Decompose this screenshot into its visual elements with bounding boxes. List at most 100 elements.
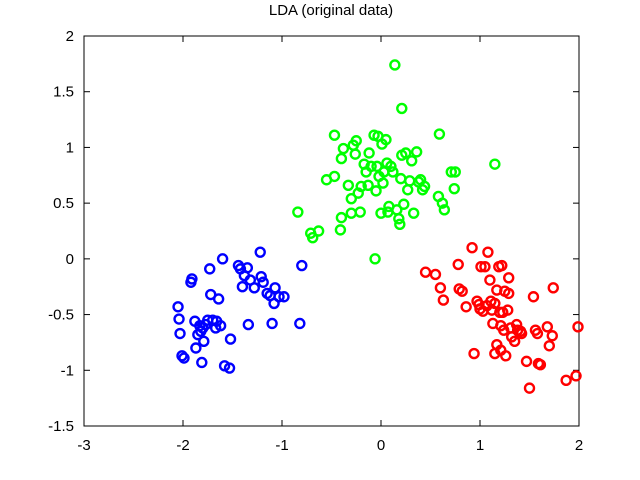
data-point (254, 246, 266, 258)
data-point (186, 273, 198, 285)
data-point (296, 259, 308, 272)
data-point (405, 155, 418, 167)
data-point (242, 318, 255, 331)
data-point (410, 146, 423, 158)
data-point (294, 317, 306, 330)
data-point (500, 350, 512, 362)
y-tick-label: 1.5 (53, 84, 74, 101)
data-point (198, 335, 210, 348)
data-point (236, 281, 249, 293)
data-point (389, 59, 401, 71)
data-point (335, 152, 348, 165)
data-point (278, 291, 290, 303)
data-point (212, 293, 225, 305)
data-point (523, 382, 536, 394)
data-point (196, 356, 208, 369)
data-point (178, 352, 190, 364)
data-point (342, 179, 355, 192)
data-point (496, 259, 508, 272)
data-point (503, 287, 515, 300)
data-point (402, 184, 414, 196)
x-axis: -3 -2 -1 0 1 2 (77, 36, 583, 454)
data-point (419, 266, 432, 278)
data-point (266, 317, 278, 330)
data-point (482, 246, 494, 258)
data-point (407, 207, 420, 219)
data-point (452, 258, 464, 271)
data-point (404, 175, 416, 187)
y-tick-label: -1.5 (48, 418, 74, 435)
data-point (354, 206, 366, 218)
data-point (489, 297, 501, 310)
data-point (371, 160, 383, 173)
data-point (543, 340, 555, 352)
data-point (570, 370, 582, 382)
data-point (449, 166, 461, 178)
data-point (337, 142, 350, 155)
data-point (375, 207, 387, 219)
data-point (456, 285, 468, 297)
data-point (433, 128, 446, 140)
data-point (190, 342, 202, 354)
data-point (292, 206, 304, 218)
data-point (345, 192, 357, 205)
data-points (172, 59, 584, 394)
data-point (515, 327, 528, 340)
data-point (176, 350, 188, 362)
y-tick-label: 2 (66, 28, 74, 45)
data-point (241, 262, 254, 274)
data-point (546, 330, 558, 342)
data-point (269, 282, 281, 294)
data-point (468, 347, 480, 360)
data-point (335, 211, 348, 224)
data-point (224, 333, 237, 345)
y-tick-label: 0 (66, 251, 74, 268)
data-point (328, 129, 341, 141)
data-point (531, 327, 544, 340)
data-point (377, 177, 389, 189)
data-point (248, 282, 260, 294)
data-point (380, 133, 392, 146)
data-point (547, 282, 559, 294)
data-point (400, 147, 412, 159)
data-point (466, 242, 478, 254)
plot-frame (83, 35, 580, 427)
data-point (418, 180, 431, 193)
y-axis: -1.5 -1 -0.5 0 0.5 1 1.5 2 (48, 28, 579, 435)
y-tick-label: -1 (61, 362, 74, 379)
data-point (489, 158, 501, 170)
data-point (369, 253, 381, 265)
x-tick-label: 1 (476, 437, 484, 454)
data-point (334, 224, 347, 236)
data-point (223, 362, 236, 374)
data-point (460, 301, 472, 313)
data-point (273, 291, 285, 303)
y-tick-label: 0.5 (53, 195, 74, 212)
data-point (255, 270, 267, 283)
data-point (429, 268, 442, 281)
data-point (363, 147, 375, 159)
data-point (502, 304, 514, 316)
data-point (349, 148, 361, 160)
data-point (434, 282, 447, 294)
x-tick-label: -3 (77, 437, 90, 454)
data-point (365, 160, 377, 173)
x-tick-label: -2 (176, 437, 189, 454)
data-point (398, 198, 410, 210)
data-point (572, 321, 584, 333)
data-point (445, 166, 457, 178)
data-point (385, 160, 397, 173)
data-point (362, 179, 374, 192)
data-point (436, 197, 449, 209)
x-tick-label: 2 (575, 437, 583, 454)
data-point (216, 253, 229, 265)
data-point (312, 225, 325, 237)
data-point (172, 301, 184, 313)
x-tick-label: -1 (275, 437, 288, 454)
data-point (394, 218, 406, 231)
chart-title: LDA (original data) (269, 2, 393, 19)
data-point (437, 294, 450, 306)
y-tick-label: -0.5 (48, 307, 74, 324)
data-point (395, 172, 407, 185)
data-point (520, 355, 533, 368)
